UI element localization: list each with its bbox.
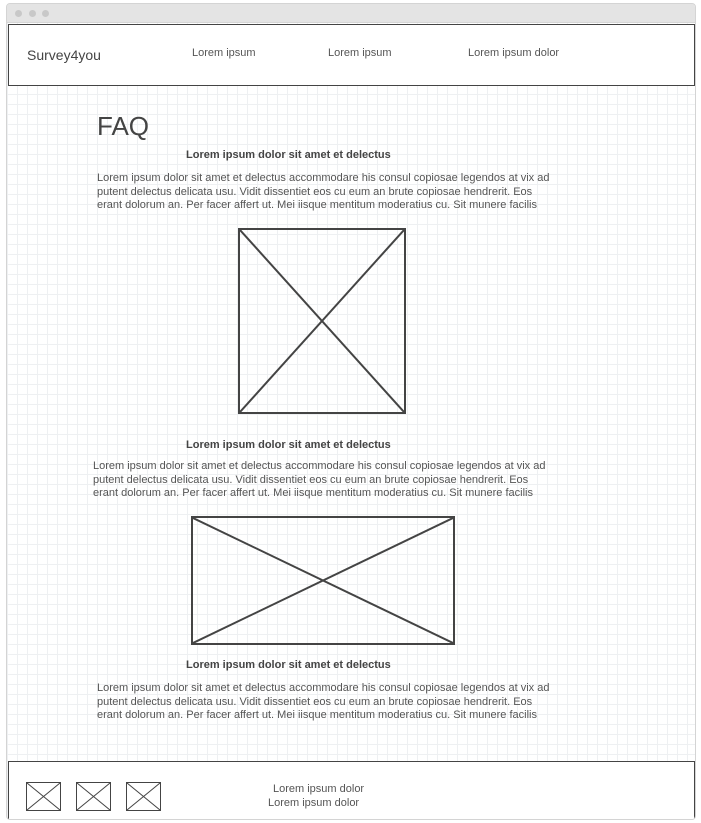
image-placeholder	[238, 228, 406, 414]
footer-text-line-2: Lorem ipsum dolor	[268, 797, 360, 809]
answer-line: Lorem ipsum dolor sit amet et delectus a…	[93, 460, 546, 472]
brand-logo[interactable]: Survey4you	[27, 47, 101, 63]
window-dot-icon[interactable]	[15, 10, 22, 17]
answer-line: Lorem ipsum dolor sit amet et delectus a…	[97, 172, 550, 184]
faq-answer-text: Lorem ipsum dolor sit amet et delectus a…	[97, 172, 577, 213]
footer: Lorem ipsum dolor Lorem ipsum dolor	[8, 761, 695, 819]
image-placeholder-icon	[240, 230, 404, 412]
social-icon-3[interactable]	[126, 782, 161, 811]
browser-window: Survey4you Lorem ipsum Lorem ipsum Lorem…	[6, 3, 696, 820]
faq-question-title: Lorem ipsum dolor sit amet et delectus	[186, 439, 391, 451]
page-title: FAQ	[97, 111, 150, 141]
nav-link-3[interactable]: Lorem ipsum dolor	[468, 47, 560, 59]
header-navbar: Survey4you Lorem ipsum Lorem ipsum Lorem…	[8, 24, 695, 86]
answer-line: erant dolorum an. Per facer affert ut. M…	[93, 487, 533, 499]
nav-link-2[interactable]: Lorem ipsum	[328, 47, 392, 59]
footer-text-line-1: Lorem ipsum dolor	[273, 783, 365, 795]
answer-line: putent delectus delicata usu. Vidit diss…	[97, 185, 533, 198]
placeholder-icon	[27, 783, 60, 810]
faq-answer-text: Lorem ipsum dolor sit amet et delectus a…	[93, 460, 573, 501]
faq-answer-text: Lorem ipsum dolor sit amet et delectus a…	[97, 682, 577, 723]
faq-question-title: Lorem ipsum dolor sit amet et delectus	[186, 149, 391, 161]
answer-line: putent delectus delicata usu. Vidit diss…	[97, 695, 533, 708]
window-dot-icon[interactable]	[29, 10, 36, 17]
placeholder-icon	[127, 783, 160, 810]
placeholder-icon	[77, 783, 110, 810]
faq-question-title: Lorem ipsum dolor sit amet et delectus	[186, 659, 391, 671]
answer-line: erant dolorum an. Per facer affert ut. M…	[97, 709, 537, 721]
answer-line: erant dolorum an. Per facer affert ut. M…	[97, 199, 537, 211]
answer-line: Lorem ipsum dolor sit amet et delectus a…	[97, 682, 550, 694]
window-dot-icon[interactable]	[42, 10, 49, 17]
window-titlebar	[7, 4, 695, 23]
image-placeholder-icon	[193, 518, 453, 643]
social-icon-1[interactable]	[26, 782, 61, 811]
answer-line: putent delectus delicata usu. Vidit diss…	[93, 473, 529, 486]
social-icon-2[interactable]	[76, 782, 111, 811]
image-placeholder	[191, 516, 455, 645]
nav-link-1[interactable]: Lorem ipsum	[192, 47, 256, 59]
